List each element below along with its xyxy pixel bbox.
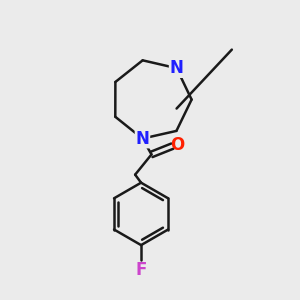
Text: O: O [170, 136, 185, 154]
Text: F: F [135, 262, 147, 280]
Text: N: N [136, 130, 149, 148]
Text: N: N [169, 59, 184, 77]
